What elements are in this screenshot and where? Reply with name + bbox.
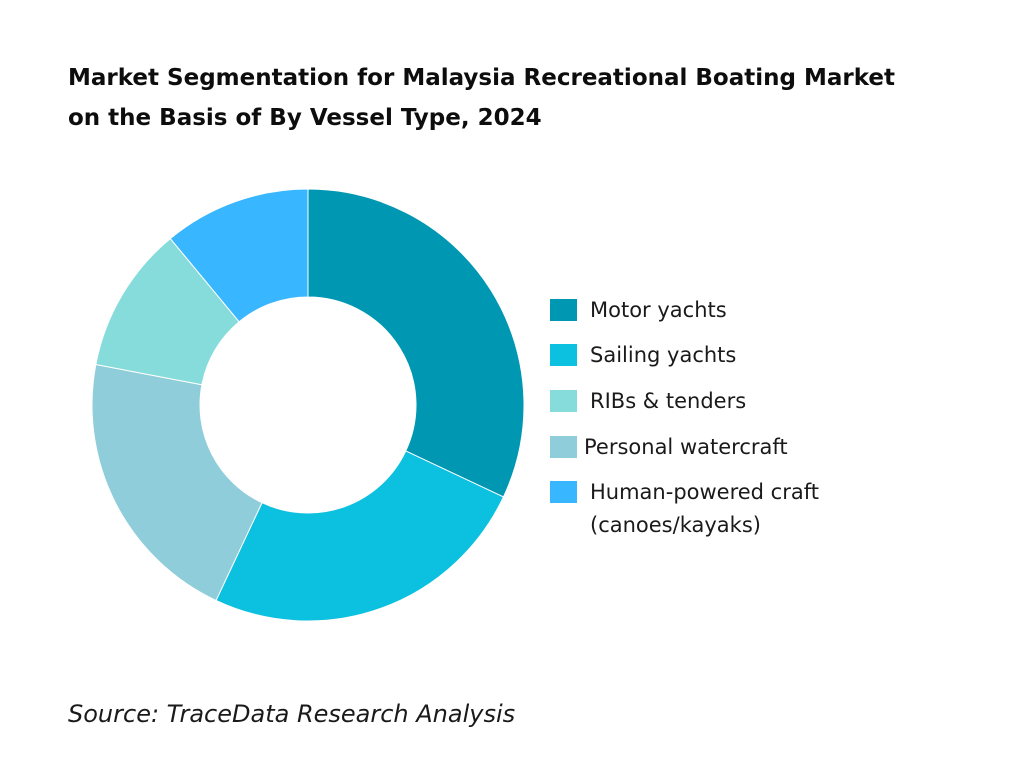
legend-swatch-human-powered-craft bbox=[550, 481, 577, 503]
legend-label-ribs-tenders: RIBs & tenders bbox=[590, 385, 870, 418]
legend-label-motor-yachts: Motor yachts bbox=[590, 294, 870, 327]
legend-label-line: Personal watercraft bbox=[584, 435, 788, 459]
legend-label-line: (canoes/kayaks) bbox=[590, 513, 761, 537]
legend-item-sailing-yachts: Sailing yachts bbox=[550, 341, 870, 372]
legend-label-line: RIBs & tenders bbox=[590, 389, 747, 413]
legend-item-motor-yachts: Motor yachts bbox=[550, 296, 870, 327]
legend-item-human-powered-craft: Human-powered craft (canoes/kayaks) bbox=[550, 478, 870, 542]
donut-slice-motor-yachts bbox=[307, 188, 525, 498]
legend-swatch-motor-yachts bbox=[550, 299, 577, 321]
legend-label-personal-watercraft: Personal watercraft bbox=[584, 431, 864, 464]
legend-swatch-ribs-tenders bbox=[550, 390, 577, 412]
donut-slice-personal-watercraft bbox=[91, 363, 263, 602]
chart-title: Market Segmentation for Malaysia Recreat… bbox=[68, 58, 998, 138]
donut-slices bbox=[91, 188, 525, 622]
legend-label-human-powered-craft: Human-powered craft (canoes/kayaks) bbox=[590, 476, 870, 542]
legend-label-line: Motor yachts bbox=[590, 298, 727, 322]
legend-label-line: Sailing yachts bbox=[590, 343, 737, 367]
chart-title-line-1: Market Segmentation for Malaysia Recreat… bbox=[68, 65, 896, 91]
donut-slice-human-powered-craft-canoes-kayaks bbox=[169, 188, 309, 323]
legend-item-ribs-tenders: RIBs & tenders bbox=[550, 387, 870, 418]
donut-slice-sailing-yachts bbox=[215, 450, 505, 622]
source-note: Source: TraceData Research Analysis bbox=[68, 700, 516, 728]
legend-label-line: Human-powered craft bbox=[590, 480, 819, 504]
legend-swatch-sailing-yachts bbox=[550, 344, 577, 366]
chart-title-line-2: on the Basis of By Vessel Type, 2024 bbox=[68, 105, 542, 131]
legend-label-sailing-yachts: Sailing yachts bbox=[590, 339, 870, 372]
legend-swatch-personal-watercraft bbox=[550, 436, 577, 458]
legend-item-personal-watercraft: Personal watercraft bbox=[550, 433, 864, 464]
